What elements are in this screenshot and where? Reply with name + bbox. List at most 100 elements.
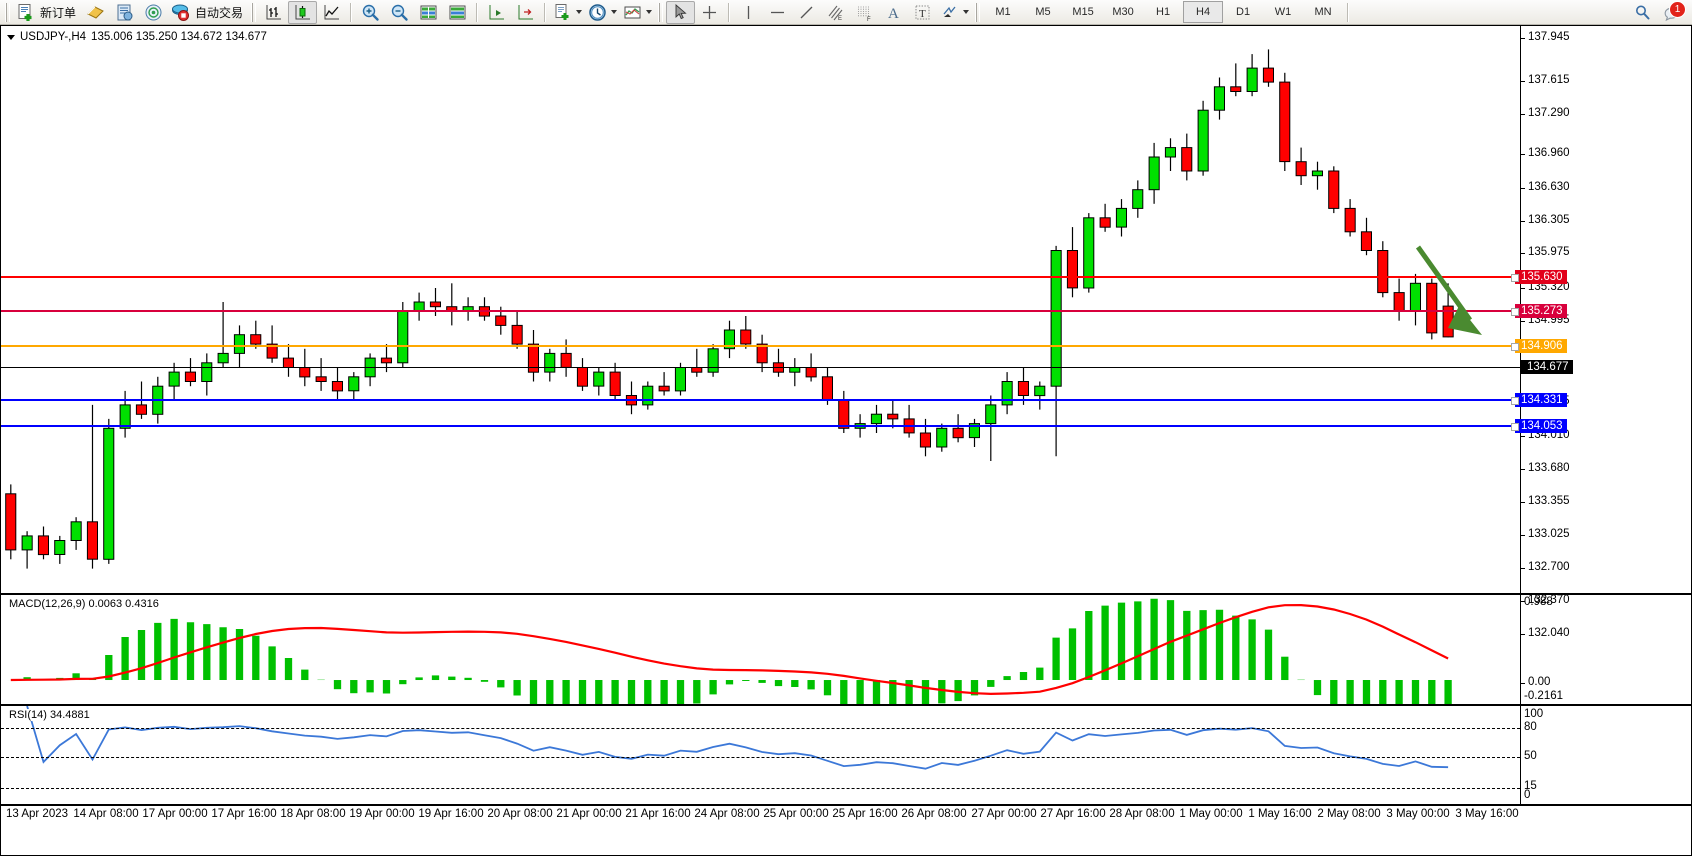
data-window-grid-icon-2 bbox=[449, 5, 466, 19]
price-tick: 135.975 bbox=[1521, 246, 1570, 259]
data-window-grid-button-2[interactable] bbox=[443, 1, 472, 24]
timeframe-h4[interactable]: H4 bbox=[1183, 1, 1224, 23]
price-scale[interactable]: 137.945 137.615 137.290 136.960 136.630 … bbox=[1511, 26, 1691, 805]
data-window-grid-button[interactable] bbox=[414, 1, 443, 24]
timeframe-h1[interactable]: H1 bbox=[1156, 6, 1171, 18]
time-label: 20 Apr 08:00 bbox=[487, 808, 553, 820]
macd-scale-zero: 0.00 bbox=[1521, 676, 1550, 689]
toolbar-separator-3 bbox=[544, 2, 547, 22]
data-window-button[interactable] bbox=[110, 1, 139, 24]
zoom-in-button[interactable] bbox=[356, 1, 385, 24]
symbol-dropdown-icon[interactable] bbox=[7, 34, 15, 40]
timeframe-m1[interactable]: M1 bbox=[995, 6, 1011, 18]
rsi-plot-area[interactable] bbox=[1, 706, 1520, 804]
new-order-button[interactable]: 新订单 bbox=[13, 1, 81, 24]
level-line-134331[interactable] bbox=[1, 399, 1520, 401]
crosshair-button[interactable] bbox=[695, 1, 724, 24]
period-caret-icon[interactable] bbox=[611, 10, 618, 14]
text-label-icon: A bbox=[888, 6, 899, 22]
cursor-button[interactable] bbox=[666, 0, 696, 24]
equidistant-channel-button[interactable]: E bbox=[821, 1, 850, 24]
chart-shift-button[interactable] bbox=[482, 1, 511, 24]
timeframe-w1[interactable]: W1 bbox=[1274, 6, 1292, 18]
price-tick: 136.630 bbox=[1521, 181, 1570, 194]
arrows-icon bbox=[943, 6, 956, 17]
rsi-series bbox=[26, 706, 1449, 770]
toolbar-grip-3[interactable] bbox=[658, 2, 664, 22]
line-chart-button[interactable] bbox=[317, 1, 346, 24]
price-pane[interactable]: USDJPY-,H4 135.006 135.250 134.672 134.6… bbox=[1, 26, 1691, 594]
text-label-button[interactable]: A bbox=[879, 1, 908, 24]
time-label: 3 May 16:00 bbox=[1455, 808, 1519, 820]
macd-plot-area[interactable] bbox=[1, 595, 1520, 704]
level-line-last-price[interactable] bbox=[1, 367, 1520, 368]
candlestick-chart-button[interactable] bbox=[288, 0, 318, 24]
arrows-button[interactable] bbox=[937, 1, 972, 24]
time-label: 26 Apr 08:00 bbox=[901, 808, 967, 820]
bar-chart-button[interactable] bbox=[259, 1, 288, 24]
text-box-button[interactable]: T bbox=[908, 1, 937, 24]
svg-text:T: T bbox=[919, 8, 926, 20]
price-tick: 135.320 bbox=[1521, 281, 1570, 294]
zoom-in-icon bbox=[362, 4, 379, 21]
level-line-134053[interactable] bbox=[1, 425, 1520, 427]
indicators-button[interactable] bbox=[620, 1, 655, 24]
price-tick: 137.945 bbox=[1521, 31, 1570, 44]
time-label: 19 Apr 00:00 bbox=[349, 808, 415, 820]
trendline-icon bbox=[800, 6, 813, 18]
time-label: 2 May 08:00 bbox=[1317, 808, 1381, 820]
horizontal-line-button[interactable] bbox=[763, 1, 792, 24]
indicators-caret-icon[interactable] bbox=[646, 10, 653, 14]
toolbar-grip-2[interactable] bbox=[251, 2, 257, 22]
price-plot-area[interactable] bbox=[1, 26, 1520, 593]
chart-window[interactable]: USDJPY-,H4 135.006 135.250 134.672 134.6… bbox=[0, 25, 1692, 856]
level-tag-135630[interactable]: 135.630 bbox=[1511, 270, 1567, 284]
zoom-out-button[interactable] bbox=[385, 1, 414, 24]
level-tag-135273[interactable]: 135.273 bbox=[1511, 304, 1567, 318]
cursor-icon bbox=[675, 3, 687, 19]
level-tag-134331[interactable]: 134.331 bbox=[1511, 393, 1567, 407]
level-line-135630[interactable] bbox=[1, 276, 1520, 278]
notifications-button[interactable]: 1 bbox=[1657, 0, 1686, 24]
autotrading-button[interactable]: 自动交易 bbox=[168, 1, 248, 24]
price-tick: 133.355 bbox=[1521, 495, 1570, 508]
rsi-scale-100: 100 bbox=[1524, 708, 1544, 720]
expert-advisors-button[interactable] bbox=[81, 1, 110, 24]
vertical-line-icon bbox=[747, 5, 750, 19]
timeframe-m15[interactable]: M15 bbox=[1072, 6, 1094, 18]
fibonacci-button[interactable]: F bbox=[850, 1, 879, 24]
signals-button[interactable] bbox=[139, 1, 168, 24]
toolbar-grip[interactable] bbox=[5, 2, 10, 22]
level-tag-last-price: 134.677 bbox=[1521, 360, 1573, 374]
rsi-pane[interactable]: RSI(14) 34.4881 bbox=[1, 705, 1691, 805]
level-line-134906[interactable] bbox=[1, 345, 1520, 347]
macd-pane[interactable]: MACD(12,26,9) 0.0063 0.4316 bbox=[1, 594, 1691, 705]
time-scale[interactable]: 13 Apr 2023 14 Apr 08:00 17 Apr 00:00 17… bbox=[1, 805, 1691, 855]
time-label: 17 Apr 00:00 bbox=[142, 808, 208, 820]
templates-button[interactable] bbox=[550, 1, 585, 24]
trendline-button[interactable] bbox=[792, 1, 821, 24]
symbol-name: USDJPY-,H4 bbox=[20, 31, 87, 43]
rsi-label: RSI(14) 34.4881 bbox=[7, 709, 92, 721]
toolbar-grip-4[interactable] bbox=[975, 2, 981, 22]
equidistant-channel-icon: E bbox=[828, 5, 843, 22]
timeframe-d1[interactable]: D1 bbox=[1236, 6, 1251, 18]
search-button[interactable] bbox=[1628, 1, 1657, 24]
price-tick: 132.700 bbox=[1521, 561, 1570, 574]
vertical-line-button[interactable] bbox=[734, 1, 763, 24]
rsi-scale-50: 50 bbox=[1524, 750, 1537, 762]
templates-caret-icon[interactable] bbox=[576, 10, 583, 14]
arrows-caret-icon[interactable] bbox=[963, 10, 970, 14]
timeframe-m5[interactable]: M5 bbox=[1035, 6, 1051, 18]
timeframe-mn[interactable]: MN bbox=[1314, 6, 1332, 18]
auto-scroll-button[interactable] bbox=[511, 1, 540, 24]
period-button[interactable] bbox=[585, 1, 620, 24]
toolbar-separator-1 bbox=[350, 2, 353, 22]
timeframe-m30[interactable]: M30 bbox=[1112, 6, 1134, 18]
level-tag-134906[interactable]: 134.906 bbox=[1511, 339, 1567, 353]
data-window-icon bbox=[117, 4, 133, 20]
level-line-135273[interactable] bbox=[1, 310, 1520, 312]
indicators-icon bbox=[624, 6, 641, 18]
level-tag-134053[interactable]: 134.053 bbox=[1511, 419, 1567, 433]
